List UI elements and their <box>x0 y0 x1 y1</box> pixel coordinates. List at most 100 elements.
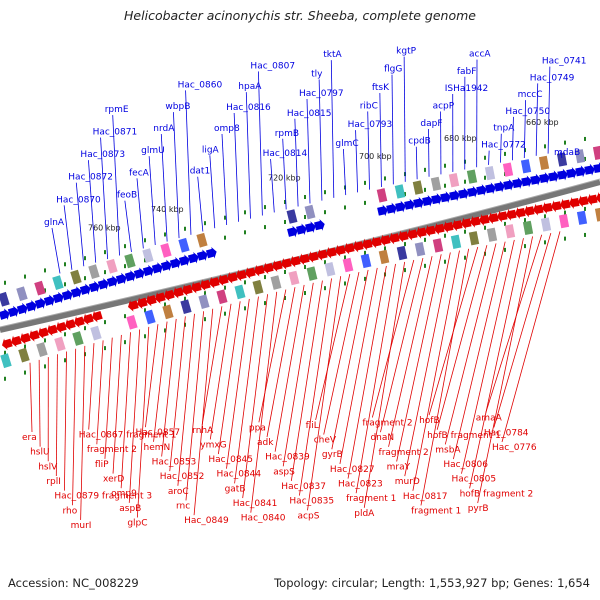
reverse-gene-label: rho <box>63 506 78 516</box>
reverse-label-leader <box>29 362 33 433</box>
reverse-label-leader <box>38 359 41 447</box>
track-dot <box>64 262 66 267</box>
forward-gene-block <box>106 258 118 274</box>
reverse-label-leader <box>371 259 415 418</box>
track-dot <box>244 230 246 235</box>
reverse-label-leader <box>128 329 141 503</box>
forward-label-leader <box>197 176 204 232</box>
forward-gene-arrow <box>584 163 595 176</box>
forward-gene-label: cpdB <box>408 137 431 147</box>
forward-gene-arrow <box>458 187 469 200</box>
reverse-label-leader <box>250 291 278 513</box>
track-dot <box>484 175 486 180</box>
track-dot <box>104 250 106 255</box>
forward-label-leader <box>547 66 551 154</box>
forward-gene-arrow <box>557 168 568 181</box>
track-dot <box>564 236 566 241</box>
track-dot <box>424 237 426 242</box>
forward-label-leader <box>500 133 502 163</box>
forward-gene-label: Hac_0860 <box>178 80 223 90</box>
forward-gene-arrow <box>151 262 163 274</box>
track-dot <box>104 320 106 325</box>
forward-label-leader <box>209 155 216 229</box>
forward-gene-arrow <box>52 291 64 304</box>
reverse-label-leader <box>169 316 186 472</box>
reverse-label-leader <box>461 239 515 474</box>
reverse-gene-block <box>432 238 444 253</box>
reverse-gene-arrow <box>11 335 22 348</box>
track-dot <box>284 295 286 300</box>
reverse-gene-label: rnhA <box>192 426 214 436</box>
reverse-gene-block <box>504 224 516 239</box>
track-dot <box>184 226 186 231</box>
reverse-gene-arrow <box>551 200 562 213</box>
reverse-label-leader <box>388 256 433 447</box>
track-dot <box>244 210 246 215</box>
forward-gene-arrow <box>160 259 172 272</box>
forward-gene-arrow <box>97 278 109 290</box>
forward-gene-arrow <box>593 162 600 174</box>
reverse-gene-block <box>468 231 480 246</box>
forward-gene-label: omp8 <box>214 124 240 134</box>
forward-label-leader <box>367 111 370 190</box>
forward-gene-arrow <box>485 182 496 195</box>
reverse-gene-arrow <box>533 203 544 216</box>
forward-gene-arrow <box>70 286 82 298</box>
forward-gene-arrow <box>61 289 73 301</box>
track-dot <box>124 244 126 249</box>
reverse-gene-label: Hac_0805 <box>451 475 496 485</box>
reverse-gene-arrow <box>227 272 238 284</box>
reverse-label-leader <box>64 351 67 491</box>
track-dot <box>4 376 6 381</box>
forward-gene-label: rpmB <box>275 129 299 139</box>
track-dot <box>584 232 586 237</box>
reverse-gene-block <box>594 207 600 222</box>
reverse-gene-layer <box>0 192 600 369</box>
track-dot <box>344 281 346 286</box>
track-dot <box>544 214 546 219</box>
forward-label-leader <box>88 160 97 263</box>
reverse-gene-label: hofB <box>419 416 440 426</box>
genome-stats-label: Topology: circular; Length: 1,553,927 bp… <box>274 576 590 590</box>
reverse-gene-arrow <box>578 195 589 208</box>
forward-gene-label: acpP <box>433 101 455 111</box>
track-dot <box>324 190 326 195</box>
forward-gene-label: hpaA <box>238 82 262 92</box>
track-dot <box>384 246 386 251</box>
reverse-gene-label: gyrB <box>322 450 343 460</box>
forward-gene-label: Hac_0816 <box>226 103 271 113</box>
reverse-gene-arrow <box>218 274 229 287</box>
forward-label-leader <box>428 129 430 177</box>
forward-label-leader <box>112 115 120 256</box>
forward-label-leader <box>148 156 156 246</box>
forward-gene-block <box>178 237 190 253</box>
track-dot <box>364 180 366 185</box>
reverse-gene-block <box>378 249 390 265</box>
forward-gene-arrow <box>296 223 307 236</box>
track-dot <box>284 219 286 224</box>
track-dot <box>484 155 486 160</box>
track-dot <box>464 179 466 184</box>
forward-label-leader <box>355 130 359 193</box>
forward-gene-block <box>34 280 46 296</box>
forward-label-leader <box>258 71 263 216</box>
reverse-gene-label: Hac_0852 <box>160 472 205 482</box>
reverse-gene-block <box>342 257 354 273</box>
forward-gene-label: wbpB <box>165 102 190 112</box>
forward-gene-arrow <box>467 185 478 198</box>
forward-gene-label: Hac_0870 <box>56 195 101 205</box>
forward-gene-label: Hac_0772 <box>481 141 526 151</box>
reverse-label-leader <box>266 287 296 438</box>
track-dot <box>544 240 546 245</box>
track-dot <box>44 338 46 343</box>
track-dot <box>264 275 266 280</box>
track-dot <box>4 280 6 285</box>
reverse-gene-label: Hac_0853 <box>152 457 197 467</box>
forward-gene-label: dat1 <box>190 167 210 177</box>
reverse-gene-label: Hac_0867 fragment 1 <box>79 431 177 441</box>
track-dot <box>364 200 366 205</box>
forward-label-leader <box>511 116 514 161</box>
reverse-gene-arrow <box>29 330 40 342</box>
tick-label: 680 kbp <box>444 134 477 143</box>
reverse-gene-arrow <box>569 197 580 209</box>
